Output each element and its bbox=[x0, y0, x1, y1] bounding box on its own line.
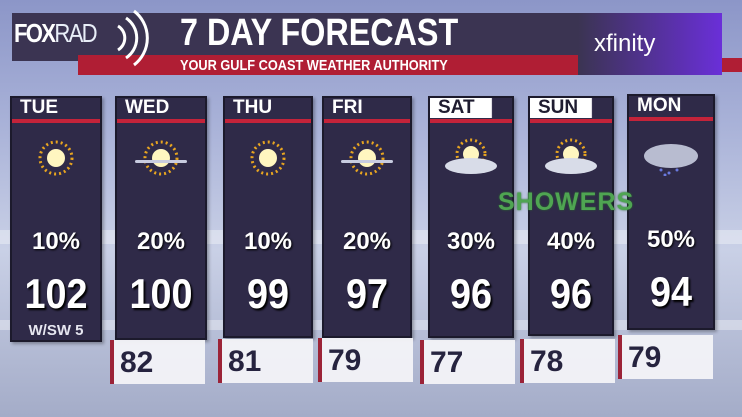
divider bbox=[324, 119, 410, 123]
day-label: FRI bbox=[332, 97, 363, 118]
forecast-day-wed: WED 20% 100 bbox=[115, 96, 207, 340]
precip-chance: 40% bbox=[546, 228, 596, 255]
rain-showers-icon bbox=[644, 144, 698, 176]
divider bbox=[430, 119, 512, 123]
low-temp: 81 bbox=[218, 339, 313, 383]
precip-chance: 20% bbox=[342, 228, 392, 255]
forecast-day-tue: TUE 10% 102 W/SW 5 bbox=[10, 96, 102, 342]
page-subtitle: YOUR GULF COAST WEATHER AUTHORITY bbox=[180, 57, 448, 74]
logo-rad: RAD bbox=[54, 18, 97, 48]
precip-chance: 10% bbox=[31, 228, 81, 255]
low-temp: 79 bbox=[318, 338, 413, 382]
forecast-day-sun: SUN 40% 96 bbox=[528, 96, 614, 336]
divider bbox=[530, 119, 612, 123]
day-label: MON bbox=[637, 95, 682, 116]
divider bbox=[629, 117, 713, 121]
day-label: THU bbox=[233, 97, 273, 118]
divider bbox=[225, 119, 311, 123]
day-label: WED bbox=[125, 97, 170, 118]
sponsor-panel bbox=[578, 13, 722, 75]
forecast-day-thu: THU 10% 99 bbox=[223, 96, 313, 338]
mostly-sunny-icon bbox=[135, 140, 187, 176]
low-temp: 77 bbox=[420, 340, 515, 384]
precip-chance: 50% bbox=[646, 226, 696, 253]
sunny-icon bbox=[250, 140, 286, 176]
high-temp: 94 bbox=[649, 268, 693, 315]
high-temp: 96 bbox=[549, 270, 593, 317]
high-temp: 100 bbox=[129, 270, 193, 317]
precip-chance: 30% bbox=[446, 228, 496, 255]
high-temp: 96 bbox=[449, 270, 493, 317]
sunny-icon bbox=[38, 140, 74, 176]
low-temp: 79 bbox=[618, 335, 713, 379]
precip-chance: 20% bbox=[136, 228, 186, 255]
low-temp: 82 bbox=[110, 340, 205, 384]
page-title: 7 DAY FORECAST bbox=[180, 12, 459, 54]
high-temp: 102 bbox=[24, 270, 88, 317]
day-label: TUE bbox=[20, 97, 58, 118]
showers-label: SHOWERS bbox=[498, 188, 635, 216]
sponsor-logo: xfinity bbox=[594, 30, 656, 57]
day-label: SUN bbox=[530, 98, 612, 118]
forecast-day-mon: MON 50% 94 bbox=[627, 94, 715, 330]
mostly-sunny-icon bbox=[341, 140, 393, 176]
high-temp: 97 bbox=[345, 270, 389, 317]
forecast-day-sat: SAT 30% 96 bbox=[428, 96, 514, 338]
forecast-day-fri: FRI 20% 97 bbox=[322, 96, 412, 338]
radar-rings-icon bbox=[117, 9, 149, 67]
partly-cloudy-icon bbox=[545, 138, 597, 174]
wind: W/SW 5 bbox=[28, 322, 84, 339]
precip-chance: 10% bbox=[243, 228, 293, 255]
low-temp: 78 bbox=[520, 339, 615, 383]
foxrad-logo: FOXRAD bbox=[14, 18, 98, 49]
divider bbox=[12, 119, 100, 123]
day-label: SAT bbox=[430, 98, 512, 118]
partly-cloudy-icon bbox=[445, 138, 497, 174]
high-temp: 99 bbox=[246, 270, 290, 317]
subtitle-bar-end bbox=[722, 58, 742, 72]
divider bbox=[117, 119, 205, 123]
logo-fox: FOX bbox=[14, 18, 56, 48]
subtitle-bar bbox=[78, 55, 578, 75]
